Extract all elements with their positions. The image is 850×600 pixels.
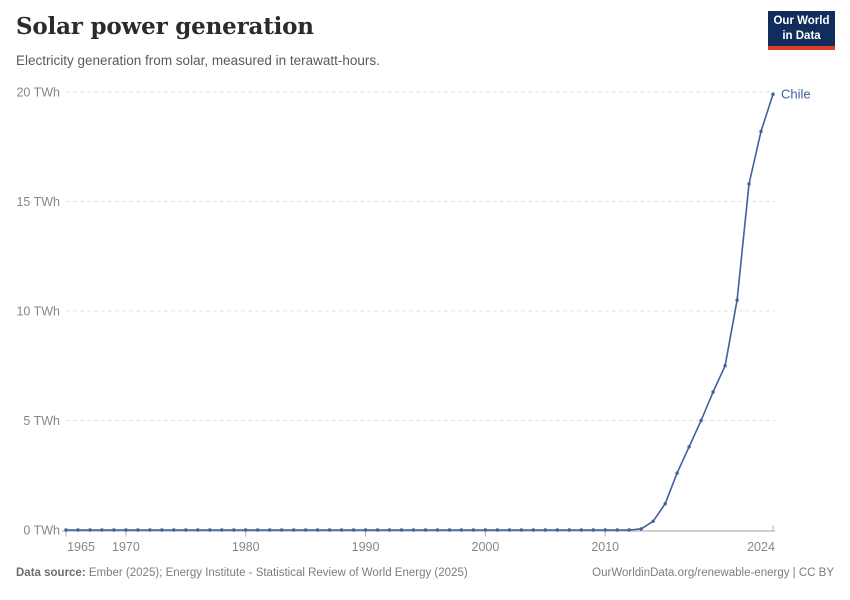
data-point[interactable] (244, 528, 248, 532)
data-point[interactable] (459, 528, 464, 532)
series-line[interactable] (66, 93, 774, 531)
data-point[interactable] (591, 528, 595, 532)
owid-link[interactable]: OurWorldinData.org/renewable-energy | CC… (592, 567, 834, 579)
x-tick-label: 1980 (232, 540, 260, 554)
data-point[interactable] (447, 528, 452, 532)
data-point[interactable] (148, 528, 152, 532)
data-point[interactable] (483, 528, 488, 532)
data-point[interactable] (399, 528, 404, 532)
data-point[interactable] (100, 528, 104, 532)
x-tick-label: 2000 (472, 540, 500, 554)
data-point[interactable] (579, 528, 583, 532)
data-point[interactable] (292, 528, 296, 532)
data-point[interactable] (651, 519, 655, 523)
data-point[interactable] (603, 528, 607, 532)
data-point[interactable] (375, 528, 380, 532)
data-point[interactable] (351, 528, 356, 532)
data-point[interactable] (160, 528, 164, 532)
data-point[interactable] (196, 528, 200, 532)
data-point[interactable] (723, 364, 727, 368)
data-point[interactable] (411, 528, 416, 532)
x-tick-label: 2010 (591, 540, 619, 554)
data-point[interactable] (495, 528, 500, 532)
data-point[interactable] (256, 528, 260, 532)
data-point[interactable] (627, 528, 631, 532)
data-point[interactable] (531, 528, 535, 532)
data-point[interactable] (339, 528, 344, 532)
data-point[interactable] (327, 528, 332, 532)
owid-logo[interactable]: Our World in Data (768, 11, 835, 50)
data-point[interactable] (771, 92, 775, 96)
data-point[interactable] (567, 528, 571, 532)
y-tick-label: 0 TWh (23, 524, 60, 538)
data-point[interactable] (64, 528, 68, 532)
data-point[interactable] (76, 528, 80, 532)
series-label[interactable]: Chile (781, 87, 811, 102)
data-point[interactable] (208, 528, 212, 532)
data-source-note: Data source: Ember (2025); Energy Instit… (16, 567, 468, 579)
data-point[interactable] (687, 445, 691, 449)
data-point[interactable] (471, 528, 476, 532)
y-tick-label: 10 TWh (16, 305, 60, 319)
data-point[interactable] (543, 528, 547, 532)
data-point[interactable] (507, 528, 512, 532)
data-point[interactable] (615, 528, 619, 532)
data-point[interactable] (184, 528, 188, 532)
data-point[interactable] (639, 527, 643, 531)
data-point[interactable] (675, 471, 679, 475)
data-point[interactable] (124, 528, 128, 532)
chart-subtitle: Electricity generation from solar, measu… (16, 53, 380, 68)
data-point[interactable] (136, 528, 140, 532)
x-tick-label: 1965 (67, 540, 95, 554)
data-point[interactable] (747, 182, 751, 186)
y-tick-label: 5 TWh (23, 414, 60, 428)
owid-logo-line2: in Data (782, 29, 821, 42)
data-point[interactable] (363, 528, 368, 532)
x-tick-label: 2024 (747, 540, 775, 554)
data-point[interactable] (519, 528, 524, 532)
data-point[interactable] (663, 502, 667, 506)
x-tick-label: 1970 (112, 540, 140, 554)
y-tick-label: 20 TWh (16, 86, 60, 100)
data-point[interactable] (435, 528, 440, 532)
data-point[interactable] (759, 129, 763, 134)
data-point[interactable] (423, 528, 428, 532)
data-point[interactable] (232, 528, 236, 532)
x-tick-label: 1990 (352, 540, 380, 554)
page-title: Solar power generation (16, 13, 314, 40)
data-point[interactable] (304, 528, 308, 532)
data-point[interactable] (735, 298, 739, 302)
data-point[interactable] (555, 528, 559, 532)
data-point[interactable] (387, 528, 392, 532)
data-source-label: Data source: (16, 567, 86, 579)
data-point[interactable] (315, 528, 320, 532)
data-point[interactable] (88, 528, 92, 532)
y-tick-label: 15 TWh (16, 195, 60, 209)
data-point[interactable] (711, 390, 715, 394)
data-point[interactable] (172, 528, 176, 532)
data-point[interactable] (268, 528, 272, 532)
data-point[interactable] (112, 528, 116, 532)
data-point[interactable] (220, 528, 224, 532)
data-point[interactable] (280, 528, 284, 532)
data-point[interactable] (699, 418, 703, 423)
owid-logo-line1: Our World (773, 15, 830, 28)
data-source-text: Ember (2025); Energy Institute - Statist… (85, 567, 468, 579)
